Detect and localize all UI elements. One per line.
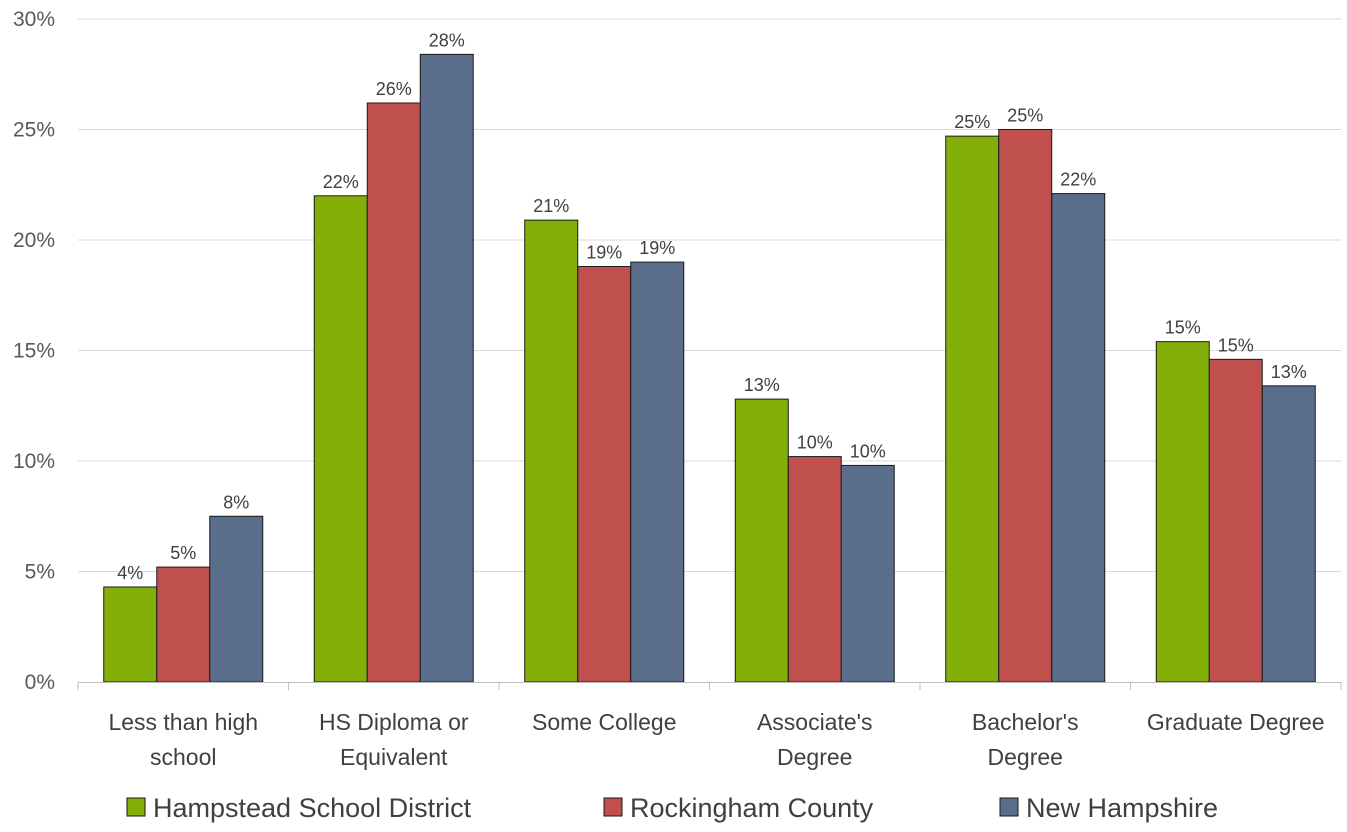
data-label: 28% (429, 30, 465, 50)
bar (577, 266, 632, 683)
y-tick-label: 0% (25, 671, 55, 694)
data-label: 22% (1060, 170, 1096, 190)
legend-swatch (999, 797, 1019, 817)
data-label: 10% (797, 433, 833, 453)
bar (630, 261, 685, 683)
bar (1208, 358, 1263, 683)
bar (1155, 341, 1210, 683)
data-labels: 4% 5% 8% 22% 26% 28% 21% 19% 19% 13% 10% 10% 25% 25% 2… (117, 30, 1307, 583)
data-label: 8% (223, 492, 249, 512)
data-label: 10% (850, 441, 886, 461)
data-label: 13% (1271, 362, 1307, 382)
bar (209, 515, 264, 683)
y-tick-label: 30% (13, 8, 55, 31)
bar (945, 135, 1000, 683)
bar (103, 586, 158, 683)
bar (524, 219, 579, 683)
data-label: 25% (1007, 106, 1043, 126)
data-label: 25% (954, 112, 990, 132)
bar (840, 464, 895, 683)
bar (787, 456, 842, 683)
data-label: 13% (744, 375, 780, 395)
category-label: HS Diploma or Equivalent (319, 709, 469, 770)
bar (998, 129, 1053, 683)
category-label: Some College (532, 709, 676, 735)
category-label: Associate's Degree (757, 709, 873, 770)
bar (156, 566, 211, 683)
category-label: Bachelor's Degree (972, 709, 1079, 770)
category-label: Less than high school (108, 709, 258, 770)
data-label: 26% (376, 79, 412, 99)
legend-label: Hampstead School District (153, 793, 472, 823)
y-tick-label: 5% (25, 561, 55, 584)
bar (734, 398, 789, 683)
y-tick-label: 15% (13, 340, 55, 363)
data-label: 19% (639, 238, 675, 258)
data-label: 15% (1218, 335, 1254, 355)
data-label: 21% (533, 196, 569, 216)
bar (1261, 385, 1316, 683)
gridlines (78, 18, 1341, 572)
legend-label: New Hampshire (1026, 793, 1218, 823)
data-label: 5% (170, 543, 196, 563)
legend-swatch (603, 797, 623, 817)
bar (366, 102, 421, 683)
data-label: 15% (1165, 318, 1201, 338)
y-axis-ticks: 0% 5% 10% 15% 20% 25% 30% (13, 8, 55, 694)
data-label: 22% (323, 172, 359, 192)
category-labels: Less than high school HS Diploma or Equival… (108, 709, 1324, 770)
category-label: Graduate Degree (1147, 709, 1325, 735)
legend-item: New Hampshire (999, 793, 1218, 823)
bar (419, 53, 474, 683)
x-axis (77, 682, 1342, 690)
y-tick-label: 10% (13, 450, 55, 473)
bar (313, 195, 368, 683)
legend-label: Rockingham County (630, 793, 874, 823)
bars (103, 53, 1316, 683)
data-label: 4% (117, 563, 143, 583)
y-tick-label: 25% (13, 119, 55, 142)
legend: Hampstead School District Rockingham Coun… (126, 793, 1218, 823)
y-tick-label: 20% (13, 229, 55, 252)
bar (1051, 193, 1106, 683)
legend-swatch (126, 797, 146, 817)
data-label: 19% (586, 243, 622, 263)
legend-item: Rockingham County (603, 793, 874, 823)
legend-item: Hampstead School District (126, 793, 472, 823)
